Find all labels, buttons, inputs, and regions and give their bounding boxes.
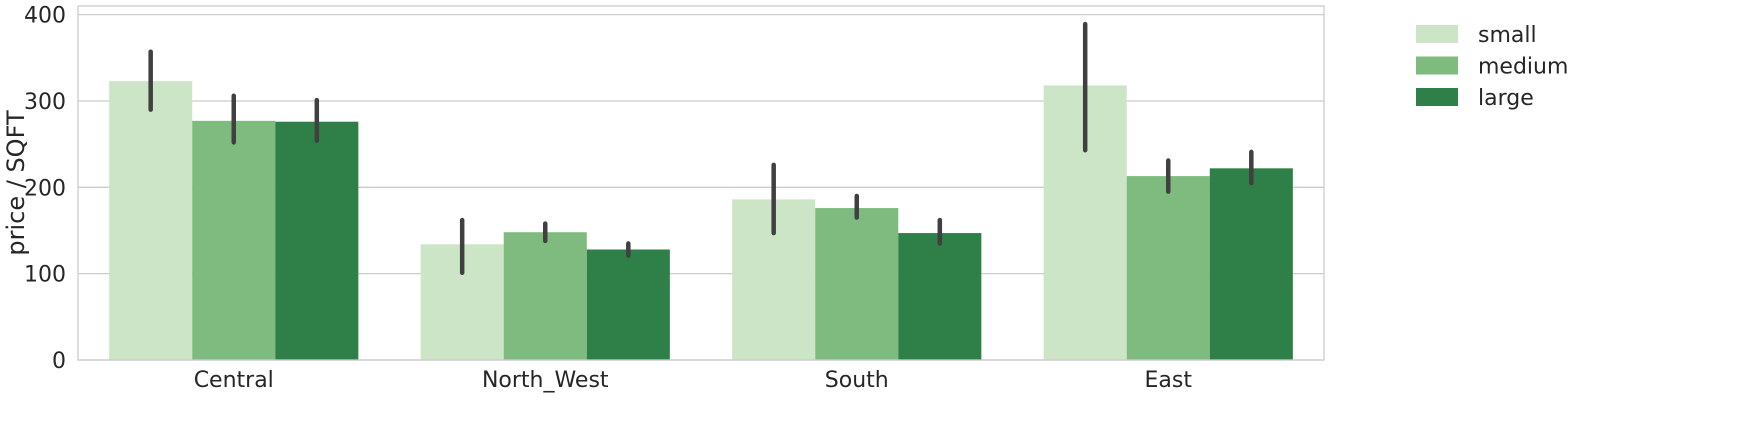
legend: small medium large [1416,23,1568,111]
legend-label: medium [1478,55,1568,80]
legend-swatch-small [1416,25,1458,43]
y-tick-label: 0 [52,349,66,374]
bar-medium-South [815,208,899,360]
bar-medium-Central [192,120,276,361]
x-tick-label: East [1145,368,1193,393]
bar-large-North_West [586,249,670,360]
y-tick-label: 100 [24,263,66,288]
y-tick-label: 400 [24,4,66,29]
y-axis-label: price / SQFT [2,110,30,256]
legend-label: large [1478,86,1534,111]
bar-medium-North_West [503,232,587,360]
plot-frame [77,5,1325,361]
x-tick-label: North_West [482,368,609,393]
legend-swatch-large [1416,88,1458,106]
bar-small-Central [109,81,193,361]
bars [109,81,1293,361]
y-tick-labels: 0 100 200 300 400 [24,4,66,374]
bar-large-Central [275,121,359,360]
y-tick-label: 200 [24,176,66,201]
bar-large-East [1209,168,1293,360]
y-tick-label: 300 [24,90,66,115]
error-bars [148,21,1254,276]
bar-large-South [898,233,982,360]
x-tick-label: Central [194,368,274,393]
x-tick-labels: Central North_West South East [194,368,1193,393]
x-tick-label: South [825,368,889,393]
legend-label: small [1478,23,1537,48]
legend-swatch-medium [1416,56,1458,75]
bar-medium-East [1126,176,1210,360]
